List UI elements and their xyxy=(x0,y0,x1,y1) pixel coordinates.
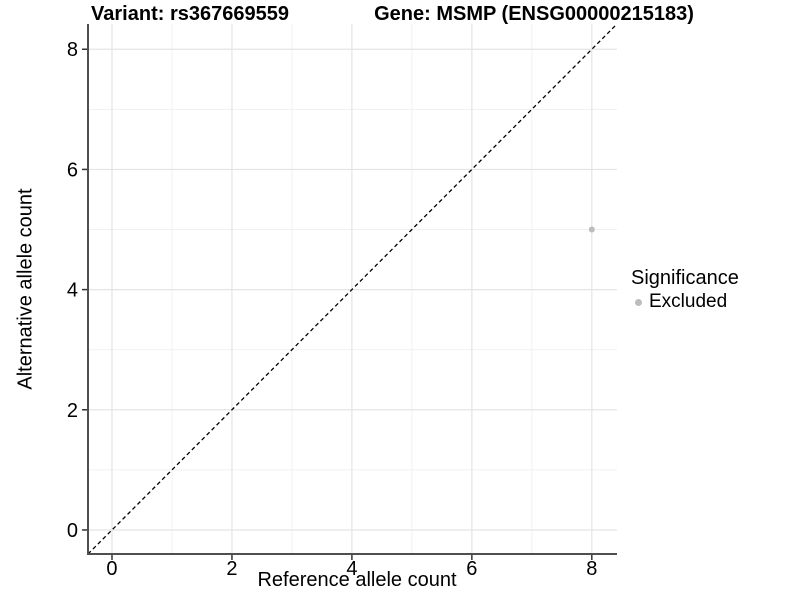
x-tick-label: 6 xyxy=(466,558,477,580)
x-tick-label: 8 xyxy=(586,558,597,580)
y-tick-label: 4 xyxy=(67,280,78,302)
identity-line xyxy=(87,23,618,555)
y-tick-label: 0 xyxy=(67,520,78,542)
y-tick-label: 6 xyxy=(67,159,78,181)
x-tick-label: 4 xyxy=(346,558,357,580)
x-axis-title: Reference allele count xyxy=(257,569,457,591)
plot-title-gene: Gene: MSMP (ENSG00000215183) xyxy=(374,3,694,25)
plot-title-variant: Variant: rs367669559 xyxy=(91,3,289,25)
legend: Significance Excluded xyxy=(631,267,739,313)
data-point xyxy=(588,226,595,233)
legend-item-excluded: Excluded xyxy=(631,291,739,313)
y-axis-title: Alternative allele count xyxy=(14,188,37,390)
excluded-point-icon xyxy=(635,298,642,306)
legend-item-label: Excluded xyxy=(649,291,728,312)
y-tick-label: 2 xyxy=(67,400,78,422)
x-tick-label: 2 xyxy=(226,558,237,580)
x-tick-label: 0 xyxy=(106,558,117,580)
legend-title: Significance xyxy=(631,267,739,289)
y-tick-label: 8 xyxy=(67,39,78,61)
